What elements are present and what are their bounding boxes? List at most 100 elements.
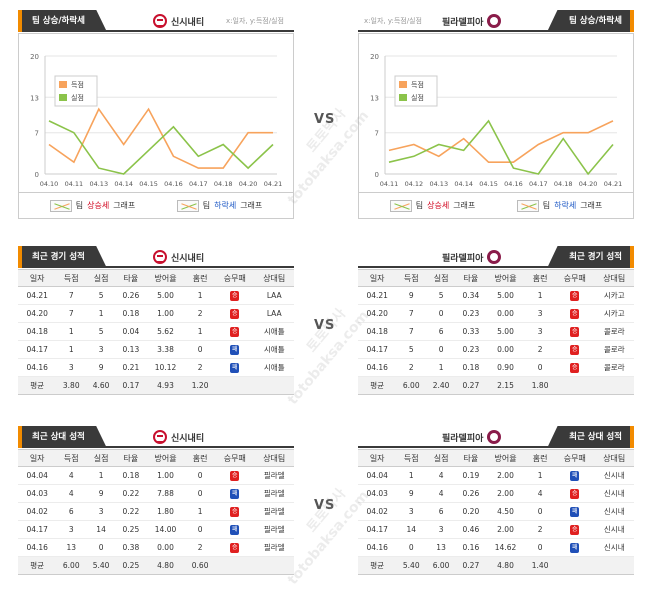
table-cell: 04.18 [18, 322, 57, 341]
chart-header-left: 팀 상승/하락세 신시내티 x:일자, y:득점/실점 [18, 10, 294, 32]
legend-suffix: 그래프 [580, 201, 603, 210]
table-cell: 0 [525, 358, 556, 377]
table-cell: 1 [86, 466, 116, 485]
team-name-left: 신시내티 [153, 429, 204, 445]
table-cell: 04.21 [358, 286, 397, 305]
column-header: 실점 [426, 269, 456, 287]
table-cell: 5 [396, 340, 427, 359]
column-header: 홈런 [185, 269, 216, 287]
result-badge: 승 [570, 327, 580, 337]
recent-table-left: 일자 득점 실점 타율 방어율 홈런 승무패 상대팀 04.21 7 5 0.26 5.00 1 승 LAA… [18, 269, 294, 395]
result-cell: 승 [555, 484, 595, 503]
table-cell: 04.02 [18, 502, 57, 521]
result-cell: 패 [555, 538, 595, 557]
table-cell: 0.26 [115, 286, 146, 305]
table-cell: 14 [396, 520, 427, 539]
rise-legend: 팀 상승세 그래프 [49, 199, 135, 212]
x-tick-label: 04.16 [504, 180, 523, 188]
table-cell: 0.00 [145, 538, 186, 557]
table-cell: 0.25 [115, 556, 146, 575]
column-header: 상대팀 [254, 449, 294, 467]
table-cell: 1.00 [145, 466, 186, 485]
table-cell [555, 556, 595, 575]
table-cell: 4.60 [86, 376, 116, 395]
column-header: 실점 [426, 449, 456, 467]
legend-suffix: 그래프 [240, 201, 263, 210]
trend-chart-right: 0 7 13 20 04.11 04.12 04.13 04.14 04.15 04.16 04.1… [358, 33, 634, 193]
table-row: 04.20 7 1 0.18 1.00 2 승 LAA [18, 304, 294, 323]
legend-swatch [59, 94, 67, 101]
recent-header-right: 필라델피아 최근 경기 성적 [358, 246, 634, 268]
average-row: 평균 6.00 5.40 0.25 4.80 0.60 [18, 556, 294, 575]
table-cell: 0 [426, 304, 456, 323]
table-header-row: 일자 득점 실점 타율 방어율 홈런 승무패 상대팀 [18, 269, 294, 287]
fall-word: 하락세 [214, 201, 237, 210]
legend-prefix: 팀 [415, 201, 424, 210]
column-header: 타율 [455, 449, 486, 467]
table-body: 04.21 7 5 0.26 5.00 1 승 LAA 04.20 7 1 0.18 1.00 2 승 LAA… [18, 286, 294, 395]
table-cell: 13 [56, 538, 87, 557]
recent-table-right: 일자 득점 실점 타율 방어율 홈런 승무패 상대팀 04.21 9 5 0.34 5.00 1 승 시카고… [358, 269, 634, 395]
table-cell: 0.46 [455, 520, 486, 539]
result-cell: 승 [555, 286, 595, 305]
table-cell: 신시내 [594, 520, 634, 539]
y-tick-label: 13 [370, 94, 379, 102]
table-cell: 0.17 [115, 376, 146, 395]
result-cell: 승 [215, 304, 255, 323]
table-header-row: 일자 득점 실점 타율 방어율 홈런 승무패 상대팀 [358, 449, 634, 467]
h2h-tab-left: 최근 상대 성적 [18, 426, 107, 448]
result-cell: 패 [215, 520, 255, 539]
table-cell: 04.17 [18, 340, 57, 359]
table-cell: 9 [86, 484, 116, 503]
table-cell: 4 [56, 484, 87, 503]
chart-tab-left: 팀 상승/하락세 [18, 10, 107, 32]
table-cell: 신시내 [594, 538, 634, 557]
result-badge: 패 [230, 363, 240, 373]
table-cell: 5.00 [145, 286, 186, 305]
table-cell: 04.16 [358, 358, 397, 377]
result-cell: 패 [555, 502, 595, 521]
table-cell: 0 [185, 466, 216, 485]
table-cell: 4 [525, 484, 556, 503]
legend-prefix: 팀 [75, 201, 84, 210]
x-tick-label: 04.18 [214, 180, 233, 188]
legend-suffix: 그래프 [453, 201, 476, 210]
table-cell: 14.00 [145, 520, 186, 539]
y-tick-label: 7 [35, 130, 39, 138]
column-header: 득점 [396, 449, 427, 467]
average-row: 평균 3.80 4.60 0.17 4.93 1.20 [18, 376, 294, 395]
recent-panel-left: 최근 경기 성적 신시내티 일자 득점 실점 타율 방어율 홈런 승무패 상대팀 04.21 7… [18, 246, 294, 395]
cincinnati-logo-icon [153, 250, 167, 264]
table-cell: 6.00 [396, 376, 427, 395]
series-line-allowed [388, 119, 614, 176]
table-cell: 6 [426, 322, 456, 341]
table-cell: 콜로라 [594, 358, 634, 377]
table-row: 04.02 6 3 0.22 1.80 1 승 필라델 [18, 502, 294, 521]
table-cell: 7.88 [145, 484, 186, 503]
philadelphia-logo-icon [487, 14, 502, 28]
table-cell: 0 [525, 502, 556, 521]
table-row: 04.18 7 6 0.33 5.00 3 승 콜로라 [358, 322, 634, 341]
table-cell: 04.02 [358, 502, 397, 521]
table-row: 04.20 7 0 0.23 0.00 3 승 시카고 [358, 304, 634, 323]
series-line-allowed [48, 120, 274, 175]
table-cell: 4.80 [485, 556, 526, 575]
column-header: 홈런 [525, 449, 556, 467]
x-tick-label: 04.20 [239, 180, 258, 188]
table-cell: 1 [525, 466, 556, 485]
h2h-header-left: 최근 상대 성적 신시내티 [18, 426, 294, 448]
table-cell: 0.16 [455, 538, 486, 557]
table-cell: 0 [185, 520, 216, 539]
x-tick-label: 04.11 [380, 180, 399, 188]
table-row: 04.02 3 6 0.20 4.50 0 패 신시내 [358, 502, 634, 521]
table-cell: 5.00 [485, 286, 526, 305]
table-cell: 1.80 [145, 502, 186, 521]
table-cell: 7 [56, 304, 87, 323]
legend-label: 실점 [411, 93, 424, 102]
team-label: 필라델피아 [442, 17, 484, 28]
result-badge: 승 [570, 525, 580, 535]
table-cell: 1 [185, 322, 216, 341]
philadelphia-logo-icon [487, 250, 502, 264]
vs-label: VS [314, 318, 336, 333]
result-badge: 패 [570, 507, 580, 517]
